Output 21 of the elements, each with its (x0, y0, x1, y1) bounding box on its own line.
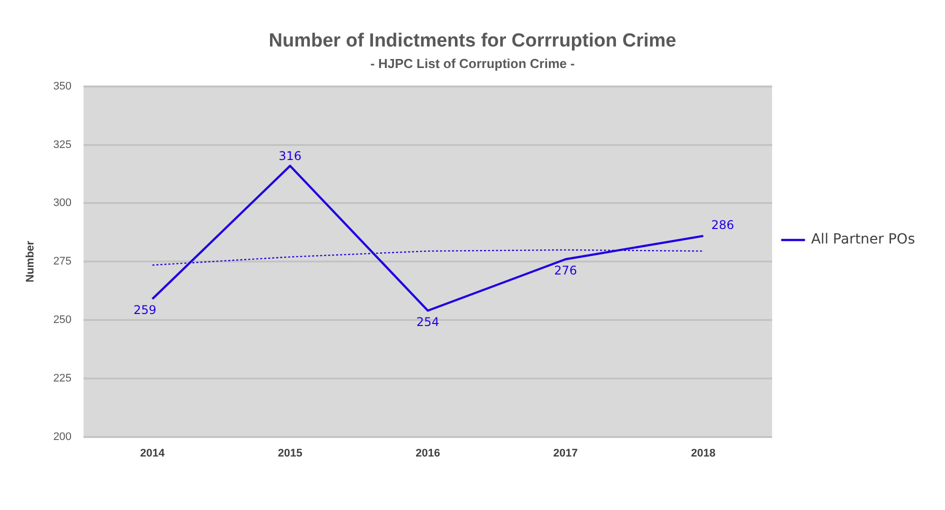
y-tick-label: 200 (53, 430, 72, 443)
chart-subtitle: - HJPC List of Corruption Crime - (370, 56, 575, 72)
x-tick-label: 2016 (416, 447, 440, 460)
data-label: 276 (554, 263, 577, 278)
data-label: 286 (711, 218, 734, 232)
y-tick-label: 225 (53, 372, 72, 384)
data-label: 316 (278, 148, 302, 163)
y-tick-label: 300 (53, 197, 72, 210)
x-tick-label: 2018 (691, 447, 716, 460)
chart-title: Number of Indictments for Corrruption Crime (268, 30, 676, 52)
y-tick-label: 325 (53, 138, 72, 151)
y-axis-title: Number (24, 240, 37, 282)
y-tick-label: 250 (53, 314, 72, 326)
y-tick-label: 350 (53, 80, 72, 92)
x-tick-label: 2015 (278, 447, 302, 460)
y-tick-label: 275 (53, 256, 72, 268)
data-label: 254 (416, 314, 440, 329)
legend-label: All Partner POs (811, 232, 916, 248)
x-tick-label: 2014 (140, 447, 166, 460)
x-tick-label: 2017 (553, 447, 578, 460)
data-label: 259 (134, 303, 156, 318)
